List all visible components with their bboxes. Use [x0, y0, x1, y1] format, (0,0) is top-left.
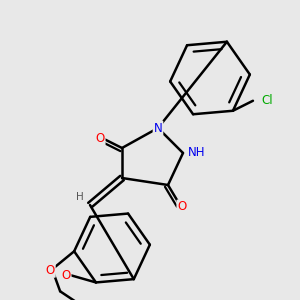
- Text: O: O: [177, 200, 187, 214]
- Text: O: O: [46, 264, 55, 277]
- Text: O: O: [61, 269, 70, 282]
- Text: NH: NH: [188, 146, 206, 160]
- Text: N: N: [154, 122, 162, 134]
- Text: H: H: [76, 192, 84, 202]
- Text: Cl: Cl: [261, 94, 273, 107]
- Text: O: O: [95, 131, 105, 145]
